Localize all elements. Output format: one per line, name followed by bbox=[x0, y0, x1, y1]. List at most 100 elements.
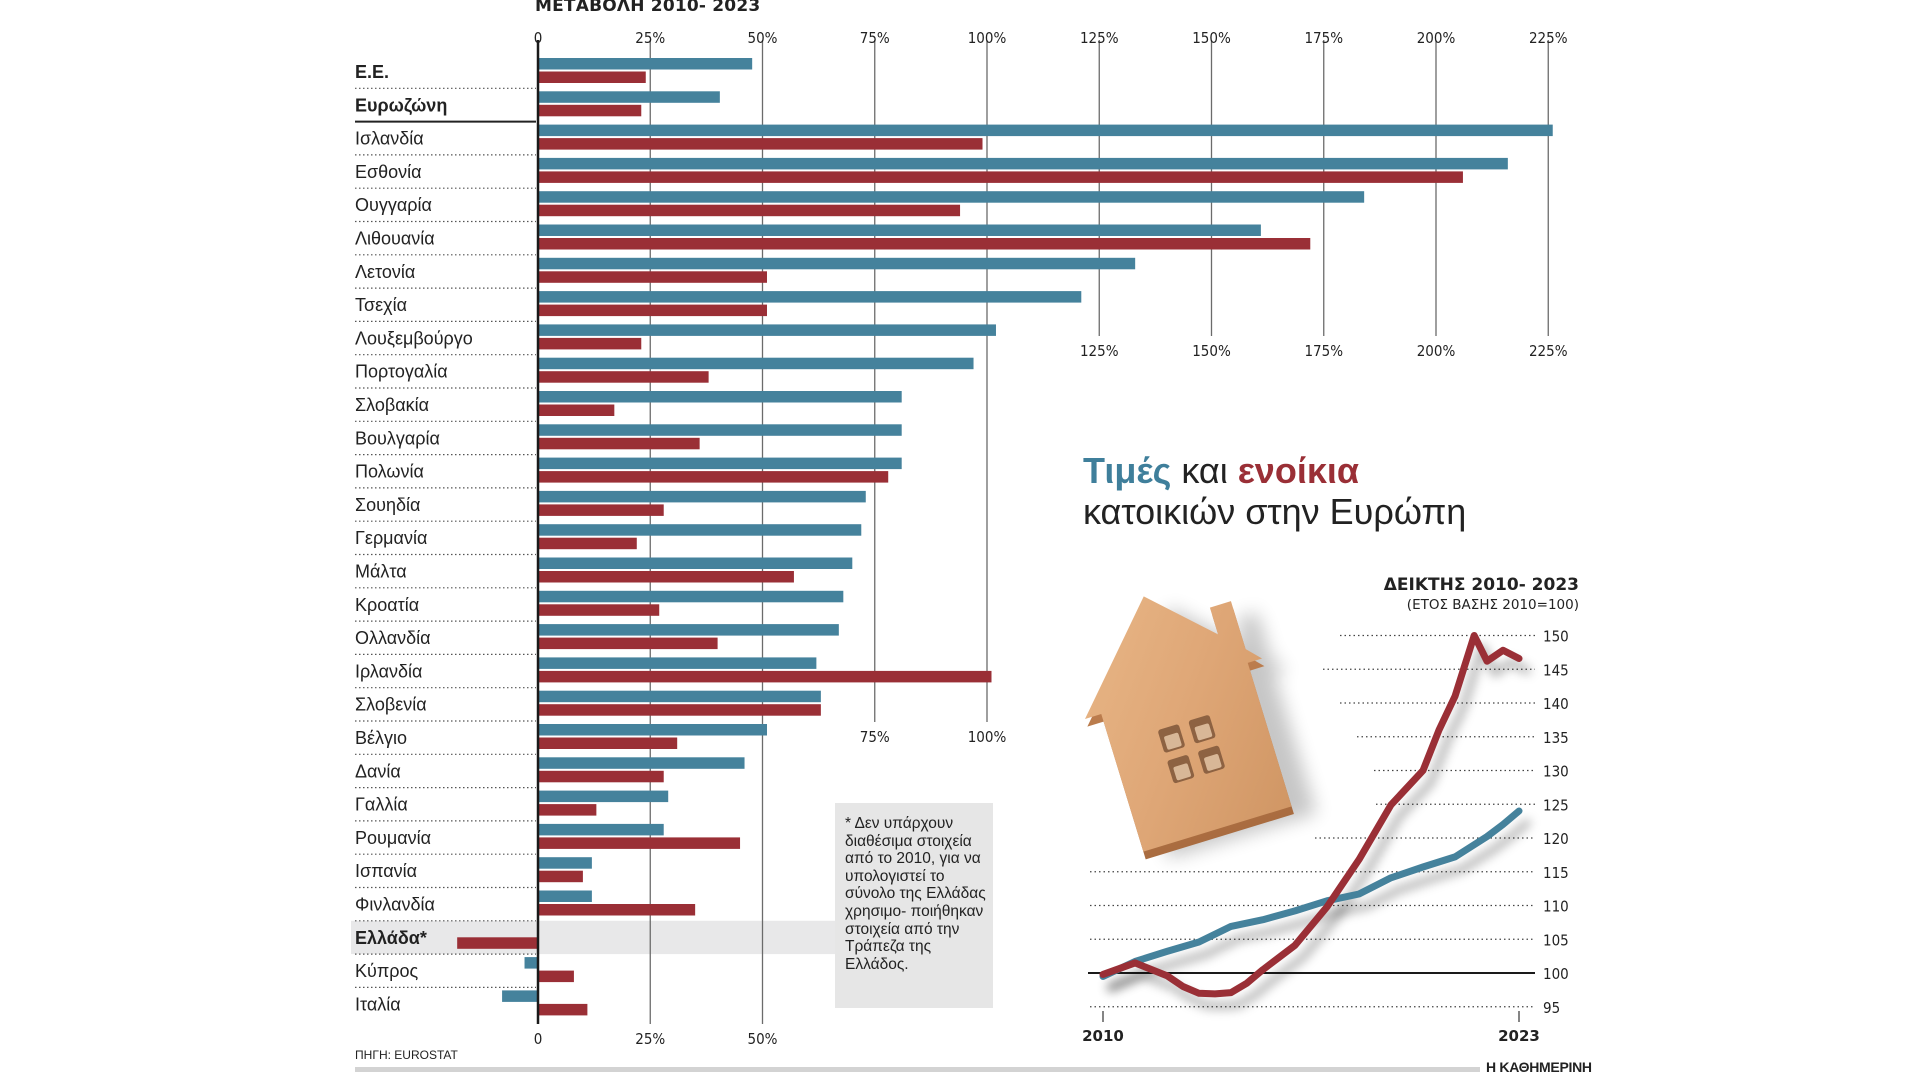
country-label: Ιταλία bbox=[355, 994, 401, 1014]
x-tick-label-2010: 2010 bbox=[1082, 1027, 1124, 1045]
y-tick-label-130: 130 bbox=[1543, 763, 1569, 781]
rent-bar bbox=[457, 937, 538, 949]
country-label: Σλοβακία bbox=[355, 395, 429, 415]
x-tick-label-top-125: 125% bbox=[1080, 29, 1119, 47]
x-tick-label-top-175: 175% bbox=[1304, 29, 1343, 47]
x-tick-label-mid-175: 175% bbox=[1304, 342, 1343, 360]
rent-bar bbox=[538, 471, 889, 483]
country-label: Ουγγαρία bbox=[355, 195, 432, 215]
x-tick-label-top-100: 100% bbox=[968, 29, 1007, 47]
price-bar bbox=[538, 91, 720, 103]
headline: Τιμές και ενοίκια κατοικιών στην Ευρώπη bbox=[1083, 450, 1466, 532]
rent-bar bbox=[538, 970, 574, 983]
price-bar bbox=[538, 657, 817, 669]
country-label: Λουξεμβούργο bbox=[355, 328, 473, 348]
headline-and-word: και bbox=[1171, 450, 1238, 491]
price-bar bbox=[538, 257, 1136, 270]
price-bar bbox=[538, 157, 1508, 170]
rent-bar bbox=[538, 204, 961, 217]
greece-highlight-band bbox=[351, 920, 835, 955]
country-label: Κύπρος bbox=[355, 961, 419, 981]
rent-line-shadow bbox=[1107, 643, 1531, 1010]
price-bar bbox=[538, 690, 821, 703]
greece-footnote-text: * Δεν υπάρχουν διαθέσιμα στοιχεία από το… bbox=[845, 815, 986, 973]
x-tick-label-mid-150: 150% bbox=[1192, 342, 1231, 360]
x-tick-label-top-75: 75% bbox=[860, 29, 890, 47]
y-tick-label-95: 95 bbox=[1543, 999, 1560, 1017]
rent-bar bbox=[538, 371, 709, 383]
country-label: Ε.Ε. bbox=[355, 62, 389, 82]
rent-bar bbox=[538, 404, 615, 416]
rent-bar bbox=[538, 670, 992, 683]
rent-bar bbox=[538, 704, 821, 716]
country-label: Γαλλία bbox=[355, 795, 408, 815]
rent-bar bbox=[538, 537, 637, 550]
index-chart-heading: ΔΕΙΚΤΗΣ 2010- 2023 (ΕΤΟΣ ΒΑΣΗΣ 2010=100) bbox=[1384, 575, 1579, 613]
publisher-brand: Η ΚΑΘΗΜΕΡΙΝΗ bbox=[1486, 1059, 1592, 1075]
country-label: Ελλάδα* bbox=[355, 928, 427, 948]
country-label: Ισλανδία bbox=[355, 129, 424, 149]
price-bar bbox=[502, 990, 538, 1002]
x-tick-label-top-50: 50% bbox=[748, 29, 778, 47]
country-label: Πολωνία bbox=[355, 462, 424, 482]
price-bar bbox=[538, 224, 1261, 236]
rent-bar bbox=[538, 104, 642, 117]
price-bar bbox=[538, 490, 866, 503]
price-bar bbox=[538, 124, 1553, 137]
rent-bar bbox=[538, 138, 983, 150]
source-label: ΠΗΓΗ: EUROSTAT bbox=[355, 1048, 458, 1062]
country-label: Γερμανία bbox=[355, 528, 427, 548]
y-tick-label-145: 145 bbox=[1543, 661, 1569, 679]
x-tick-label-top-225: 225% bbox=[1529, 29, 1568, 47]
y-tick-label-100: 100 bbox=[1543, 965, 1569, 983]
price-bar bbox=[538, 58, 753, 70]
y-tick-label-150: 150 bbox=[1543, 628, 1569, 646]
country-label: Εσθονία bbox=[355, 162, 422, 182]
rent-bar bbox=[538, 637, 718, 650]
country-label: Σουηδία bbox=[355, 495, 420, 515]
y-tick-label-105: 105 bbox=[1543, 931, 1569, 949]
price-bar bbox=[538, 823, 664, 836]
greece-footnote-box: * Δεν υπάρχουν διαθέσιμα στοιχεία από το… bbox=[835, 803, 993, 1008]
price-bar bbox=[538, 590, 844, 603]
country-label: Ισπανία bbox=[355, 861, 417, 881]
price-bar bbox=[538, 424, 902, 436]
y-tick-label-125: 125 bbox=[1543, 796, 1569, 814]
headline-line2: κατοικιών στην Ευρώπη bbox=[1083, 491, 1467, 532]
x-tick-label-mid-200: 200% bbox=[1417, 342, 1456, 360]
country-label: Σλοβενία bbox=[355, 695, 427, 715]
country-label: Φινλανδία bbox=[355, 895, 435, 915]
rent-bar bbox=[538, 870, 583, 883]
price-bar bbox=[538, 624, 839, 636]
country-label: Τσεχία bbox=[355, 295, 407, 315]
country-label: Βουλγαρία bbox=[355, 428, 440, 448]
x-tick-label-mid-225: 225% bbox=[1529, 342, 1568, 360]
country-label: Λετονία bbox=[355, 262, 415, 282]
y-tick-label-140: 140 bbox=[1543, 695, 1569, 713]
rent-bar bbox=[538, 904, 696, 916]
price-bar bbox=[538, 557, 853, 569]
rent-bar bbox=[538, 804, 597, 816]
rent-bar bbox=[538, 171, 1463, 183]
rent-bar bbox=[538, 737, 678, 749]
price-bar bbox=[538, 357, 974, 370]
price-bar bbox=[538, 524, 862, 536]
y-tick-label-115: 115 bbox=[1543, 864, 1569, 882]
x-tick-label-mid-125: 125% bbox=[1080, 342, 1119, 360]
x-tick-label-2023: 2023 bbox=[1498, 1027, 1540, 1045]
index-chart-title: ΔΕΙΚΤΗΣ 2010- 2023 bbox=[1383, 575, 1579, 595]
country-label: Κροατία bbox=[355, 595, 419, 615]
rent-index-line bbox=[1099, 632, 1523, 998]
country-label: Ολλανδία bbox=[355, 628, 431, 648]
y-tick-label-120: 120 bbox=[1543, 830, 1569, 848]
country-label: Ρουμανία bbox=[355, 828, 431, 848]
bar-chart-title: ΜΕΤΑΒΟΛΗ 2010- 2023 bbox=[535, 0, 761, 16]
y-tick-label-135: 135 bbox=[1543, 729, 1569, 747]
x-tick-label-top-0: 0 bbox=[534, 29, 543, 47]
rent-bar bbox=[538, 504, 664, 516]
x-tick-label-top-25: 25% bbox=[635, 29, 665, 47]
headline-rents-word: ενοίκια bbox=[1237, 450, 1360, 491]
x-tick-label-lower-100: 100% bbox=[968, 728, 1007, 746]
